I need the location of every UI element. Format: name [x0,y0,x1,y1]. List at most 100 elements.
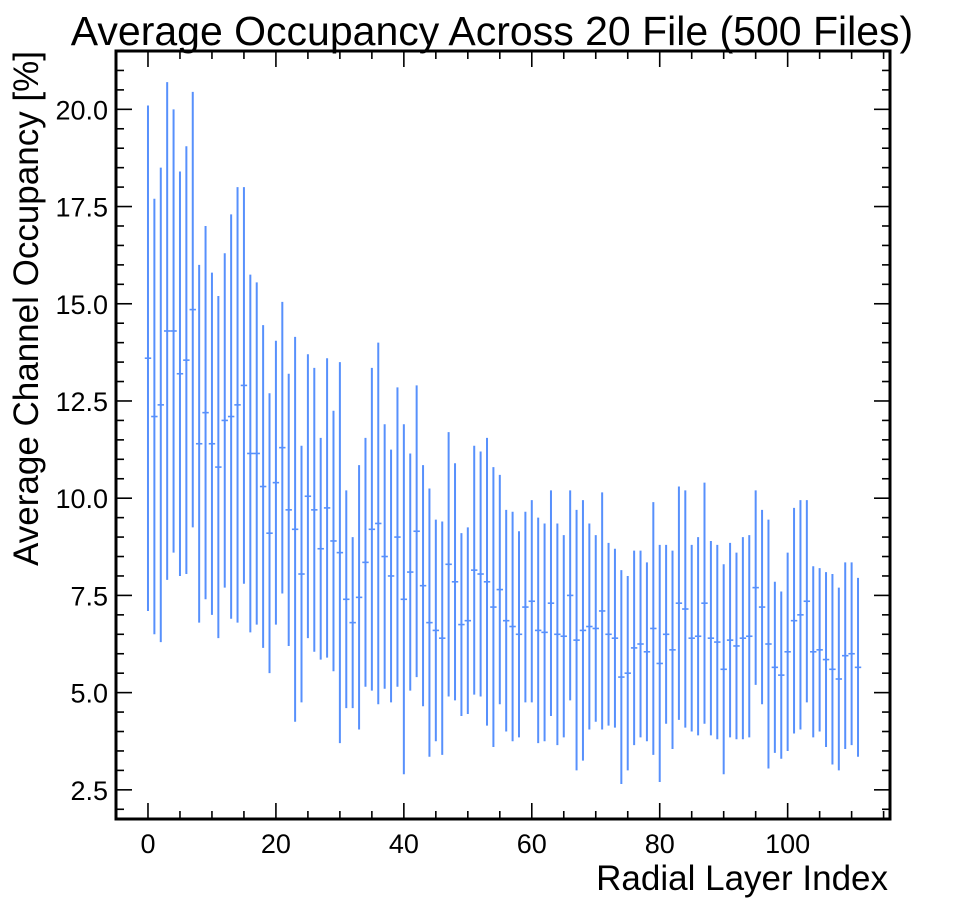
error-bar [554,523,561,746]
y-axis-label: Average Channel Occupancy [%] [7,51,46,566]
error-bar [701,482,708,724]
error-bar [662,544,670,724]
error-bar [611,548,619,728]
error-bar [381,424,388,689]
error-bar [618,570,625,785]
y-tick-label: 5.0 [70,679,108,709]
error-bar [586,523,593,730]
error-bar [375,342,382,705]
error-bar [285,373,292,646]
error-bar [502,509,510,732]
error-bar [195,264,203,623]
error-bar [496,474,504,705]
error-bar [215,295,222,639]
error-bar [336,362,344,744]
error-bars [144,82,862,785]
error-bar [522,511,529,703]
error-bar [471,445,478,695]
x-tick-labels: 0 20 40 60 80 100 [140,829,810,859]
error-bar [355,465,363,730]
error-bar [803,500,811,703]
plot-frame [114,49,892,821]
error-bar [176,171,184,576]
y-tick-labels: 2.5 5.0 7.5 10.0 12.5 15.0 17.5 20.0 [55,95,108,806]
error-bar [439,521,446,755]
error-bar [509,511,516,742]
error-bar [317,437,324,660]
error-bar [349,537,356,709]
error-bar [477,451,484,697]
error-bar [733,552,740,740]
error-bar [643,562,651,742]
error-bar [451,463,459,701]
error-bar [413,385,420,678]
error-bar [272,340,280,625]
error-bar [163,82,171,580]
error-bar [630,550,638,746]
error-bar [247,274,254,633]
error-bar [746,535,753,738]
error-bar [490,467,497,748]
error-bar [528,500,535,703]
error-bar [227,214,235,619]
error-bar [534,517,542,744]
error-bar [784,552,791,751]
error-bar [464,527,472,715]
error-bar [362,437,369,687]
error-bar [483,437,491,726]
error-bar [240,187,248,584]
error-bar [605,542,612,726]
error-bar [445,432,452,697]
error-bar [650,502,657,755]
error-bar [675,486,683,720]
error-bar [343,490,350,709]
y-tick-label: 12.5 [55,387,108,417]
error-bar [298,445,305,703]
error-bar [170,109,177,553]
error-bar [407,453,414,691]
error-bar [694,537,702,736]
error-bar [311,367,318,652]
error-bar [541,523,548,742]
error-bar [458,533,465,716]
error-bar [707,540,715,736]
error-bar [656,544,663,783]
y-tick-label: 2.5 [70,776,108,806]
error-bar [330,410,337,672]
error-bar [822,572,830,748]
error-bar [304,354,312,639]
y-tick-label: 17.5 [55,193,108,223]
error-bar [560,535,567,738]
error-bar [547,490,555,716]
error-bar [279,301,286,594]
y-tick-label: 7.5 [70,581,108,611]
error-bar [669,550,676,750]
x-tick-label: 80 [645,829,675,859]
error-bar [183,146,190,575]
y-tick-label: 10.0 [55,484,108,514]
error-bar [144,105,152,611]
error-bar [714,544,721,740]
chart-title: Average Occupancy Across 20 File (500 Fi… [71,8,913,54]
error-bar [323,358,331,658]
error-bar [394,387,401,687]
error-bar [266,393,273,674]
error-bar [387,449,395,703]
error-bar [221,253,228,588]
error-bar [253,282,260,625]
error-bar [835,587,843,771]
error-bar [189,91,196,528]
x-tick-label: 0 [140,829,155,859]
x-tick-label: 60 [517,829,547,859]
error-bar [752,490,759,685]
error-bar [579,500,587,761]
y-tick-label: 20.0 [55,95,108,125]
error-bar [739,537,747,740]
x-tick-label: 100 [765,829,810,859]
error-bar [368,367,376,691]
error-bar [682,490,689,728]
error-bar [202,225,209,600]
error-bar [688,544,695,732]
error-bar [797,500,804,730]
